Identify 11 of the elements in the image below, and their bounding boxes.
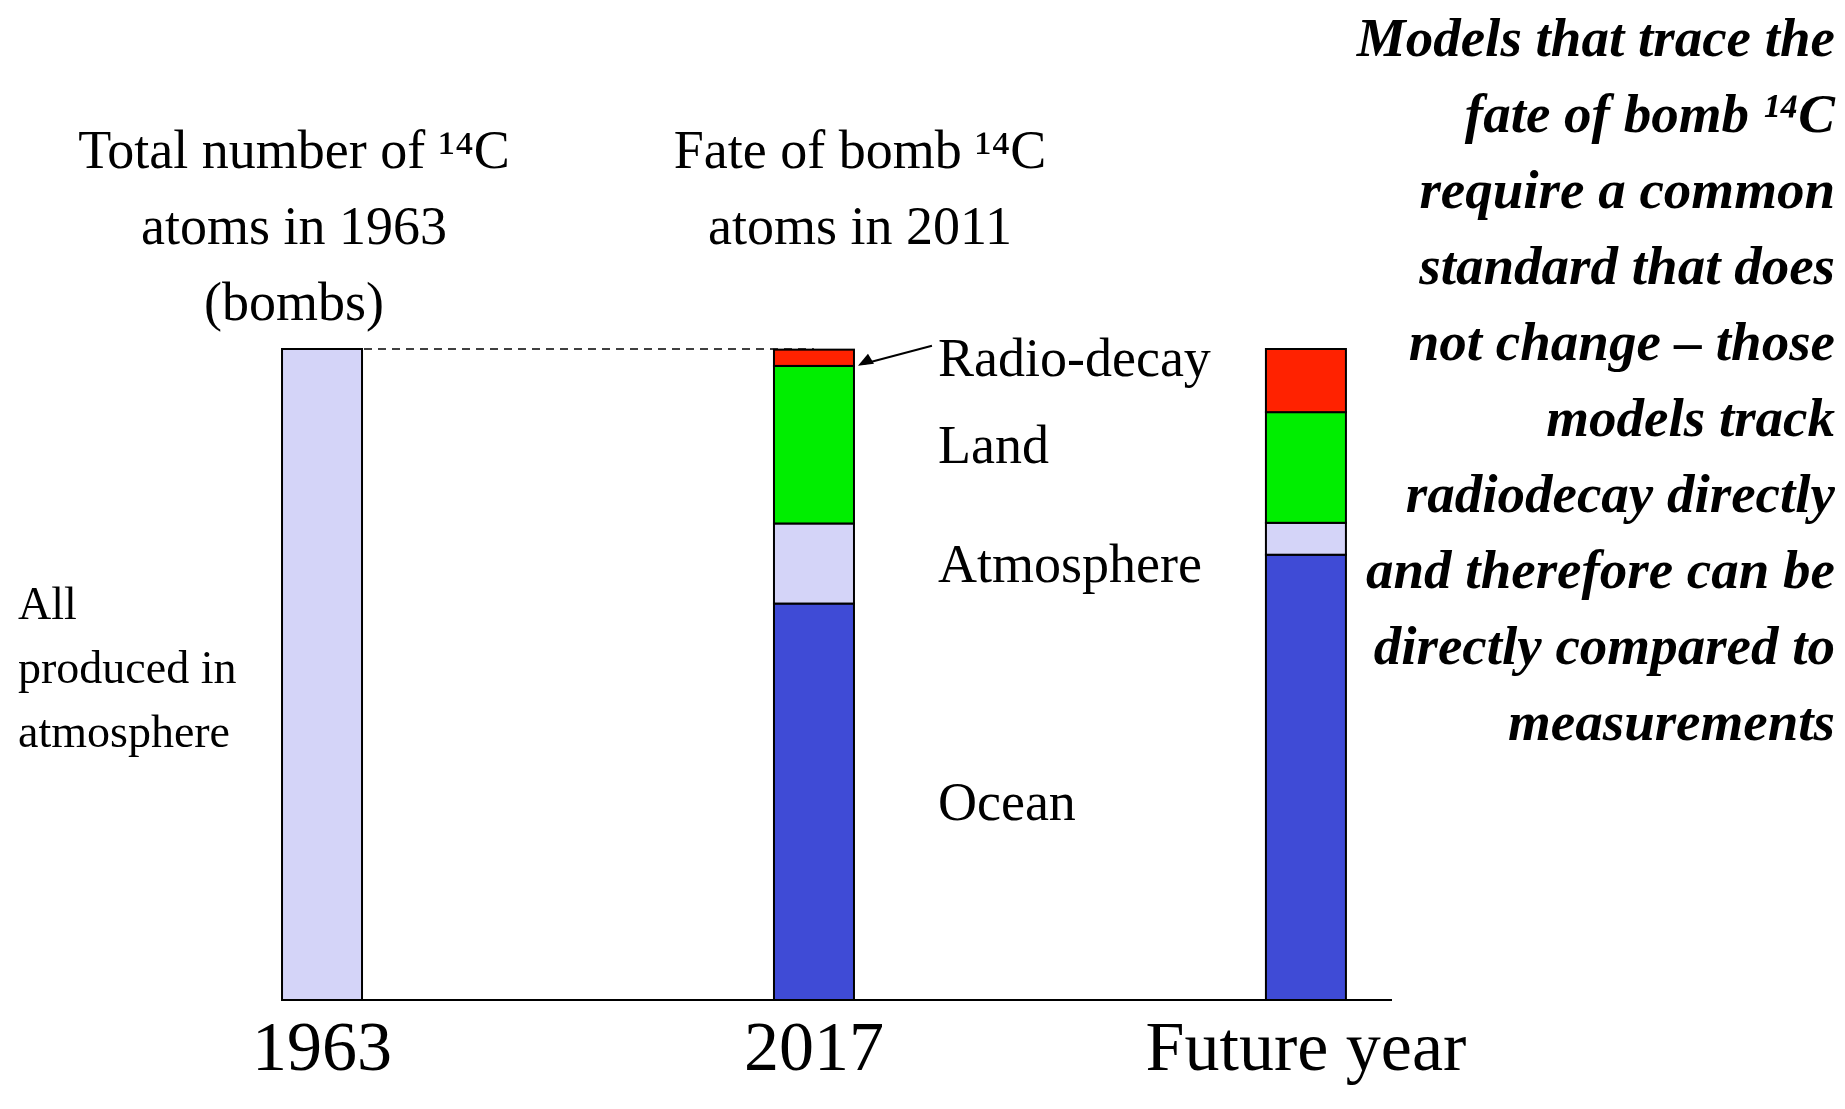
x-tick-label: 2017 xyxy=(743,1007,884,1085)
legend-label: Radio-decay xyxy=(937,327,1211,388)
x-tick-label: Future year xyxy=(1145,1007,1467,1085)
text: Total number of ¹⁴C atoms in 1963 (bombs) xyxy=(77,119,511,334)
series-label: Land xyxy=(937,414,1049,475)
x-tick-label: 1963 xyxy=(252,1007,392,1085)
series-label: Atmosphere xyxy=(937,533,1202,594)
text: All produced in atmosphere xyxy=(18,577,238,759)
text: Fate of bomb ¹⁴C atoms in 2011 xyxy=(672,119,1048,258)
series-label: Ocean xyxy=(937,771,1076,832)
text: Models that trace the fate of bomb ¹⁴C require a common standard that does not change – those models track radiodecay directly and therefore can be directly compared to measurements xyxy=(1356,7,1835,752)
